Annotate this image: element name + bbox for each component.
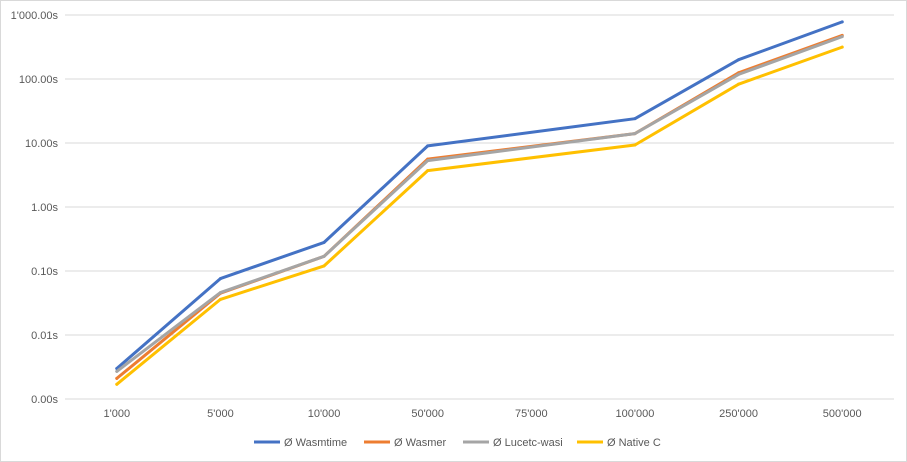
y-tick-label: 0.01s <box>31 330 58 342</box>
x-tick-label: 50'000 <box>411 408 444 420</box>
legend-label: Ø Wasmer <box>394 437 446 449</box>
data-point <box>115 370 118 373</box>
data-point <box>323 241 326 244</box>
legend: Ø Wasmtime Ø Wasmer Ø Lucetc-wasi Ø Native … <box>254 437 661 449</box>
data-point <box>323 255 326 258</box>
legend-entry: Ø Native C <box>577 437 661 449</box>
y-axis-labels: 0.00s 0.01s 0.10s 1.00s 10.00s 100.00s 1'000.0… <box>11 10 59 406</box>
data-point <box>737 73 740 76</box>
data-point <box>633 117 636 120</box>
data-point <box>426 159 429 162</box>
x-tick-label: 100'000 <box>616 408 655 420</box>
legend-entry: Ø Wasmer <box>364 437 446 449</box>
x-axis-labels: 1'000 5'000 10'000 50'000 75'000 100'000 250'0… <box>104 408 862 420</box>
data-point <box>737 83 740 86</box>
x-tick-label: 1'000 <box>104 408 131 420</box>
data-point <box>841 20 844 23</box>
legend-label: Ø Native C <box>607 437 661 449</box>
x-tick-label: 250'000 <box>719 408 758 420</box>
y-tick-label: 1'000.00s <box>11 10 59 22</box>
y-tick-label: 1.00s <box>31 202 58 214</box>
data-point <box>841 46 844 49</box>
series-layer <box>115 20 843 385</box>
data-point <box>219 291 222 294</box>
legend-label: Ø Wasmtime <box>284 437 347 449</box>
data-point <box>426 169 429 172</box>
data-point <box>841 35 844 38</box>
data-point <box>219 277 222 280</box>
x-tick-label: 75'000 <box>515 408 548 420</box>
data-point <box>737 58 740 61</box>
legend-entry: Ø Wasmtime <box>254 437 347 449</box>
data-point <box>323 264 326 267</box>
data-point <box>426 144 429 147</box>
data-point <box>633 144 636 147</box>
series-line-0 <box>117 22 842 369</box>
x-tick-label: 500'000 <box>823 408 862 420</box>
legend-entry: Ø Lucetc-wasi <box>463 437 563 449</box>
data-point <box>115 377 118 380</box>
data-point <box>115 383 118 386</box>
x-tick-label: 5'000 <box>207 408 234 420</box>
y-tick-label: 0.10s <box>31 266 58 278</box>
legend-label: Ø Lucetc-wasi <box>493 437 563 449</box>
y-tick-label: 100.00s <box>19 74 59 86</box>
data-point <box>633 132 636 135</box>
data-point <box>219 298 222 301</box>
x-tick-label: 10'000 <box>308 408 341 420</box>
y-tick-label: 10.00s <box>25 138 59 150</box>
series-line-3 <box>117 47 842 384</box>
y-tick-label: 0.00s <box>31 394 58 406</box>
